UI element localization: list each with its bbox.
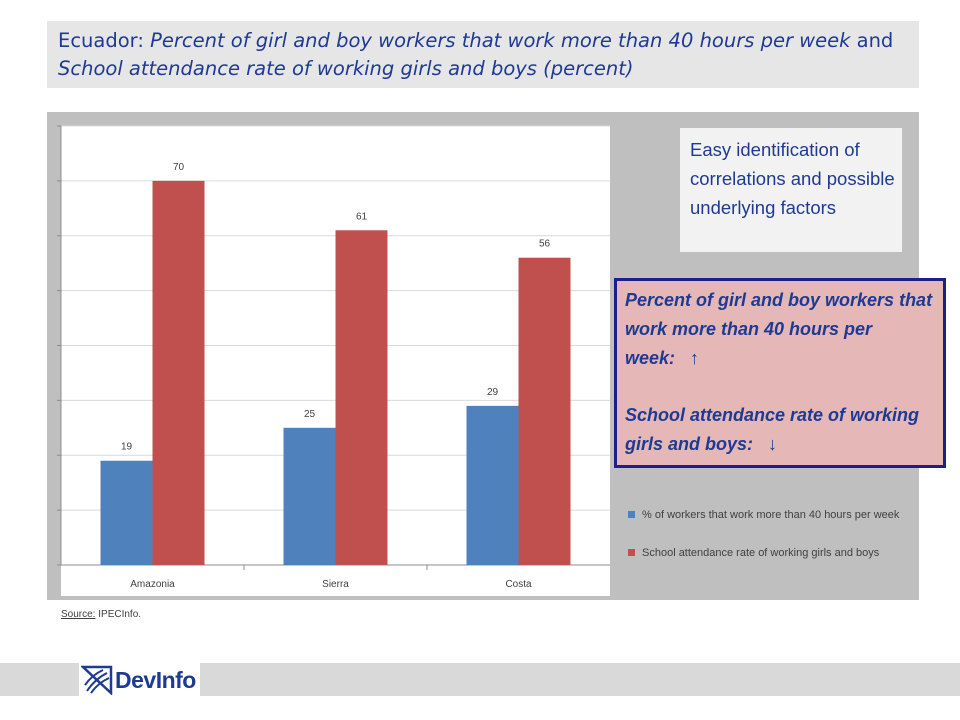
devinfo-logo-icon	[81, 665, 113, 695]
legend-swatch-attendance	[628, 549, 635, 556]
category-label: Sierra	[322, 579, 349, 590]
title-italic-2: School attendance rate of working girls …	[58, 57, 634, 80]
trend-callout-hours: Percent of girl and boy workers that wor…	[625, 286, 941, 373]
legend-label-attendance: School attendance rate of working girls …	[642, 547, 880, 559]
trend-callout-hours-text: Percent of girl and boy workers that wor…	[625, 290, 933, 368]
legend-item-attendance: School attendance rate of working girls …	[628, 545, 913, 561]
bar	[152, 180, 205, 565]
insight-callout-text: Easy identification of correlations and …	[690, 139, 895, 218]
title-box: Ecuador: Percent of girl and boy workers…	[47, 21, 919, 88]
trend-callout-attendance: School attendance rate of working girls …	[625, 401, 941, 459]
data-label: 56	[539, 239, 551, 250]
data-label: 29	[487, 387, 499, 398]
bar	[335, 230, 388, 565]
devinfo-logo[interactable]: DevInfo	[79, 663, 200, 696]
up-arrow-icon: ↑	[690, 348, 700, 368]
bar	[100, 460, 153, 565]
trend-callout-attendance-text: School attendance rate of working girls …	[625, 405, 920, 454]
data-label: 61	[356, 211, 368, 222]
title-connector: and	[850, 29, 894, 52]
source-label: Source:	[61, 609, 96, 620]
source-note: Source: IPECInfo.	[61, 609, 141, 620]
legend-label-hours: % of workers that work more than 40 hour…	[642, 509, 900, 521]
title-prefix: Ecuador:	[58, 29, 151, 52]
category-labels: Amazonia Sierra Costa	[130, 579, 532, 590]
down-arrow-icon: ↓	[768, 434, 778, 454]
legend-item-hours: % of workers that work more than 40 hour…	[628, 507, 913, 523]
data-label: 19	[121, 442, 133, 453]
insight-callout: Easy identification of correlations and …	[680, 128, 902, 252]
legend-swatch-hours	[628, 511, 635, 518]
bar	[518, 257, 571, 565]
page-title: Ecuador: Percent of girl and boy workers…	[58, 27, 913, 83]
chart-legend: % of workers that work more than 40 hour…	[628, 507, 913, 561]
data-labels: 19 70 25 61 29 56	[121, 162, 551, 453]
data-label: 25	[304, 409, 316, 420]
source-text: IPECInfo.	[95, 609, 142, 620]
bars	[100, 180, 571, 565]
bar	[283, 427, 336, 565]
bar	[466, 405, 519, 565]
category-label: Amazonia	[130, 579, 175, 590]
data-label: 70	[173, 162, 185, 173]
category-label: Costa	[505, 579, 532, 590]
title-italic-1: Percent of girl and boy workers that wor…	[150, 29, 851, 52]
trend-callout: Percent of girl and boy workers that wor…	[614, 278, 946, 468]
devinfo-logo-text: DevInfo	[115, 667, 196, 693]
